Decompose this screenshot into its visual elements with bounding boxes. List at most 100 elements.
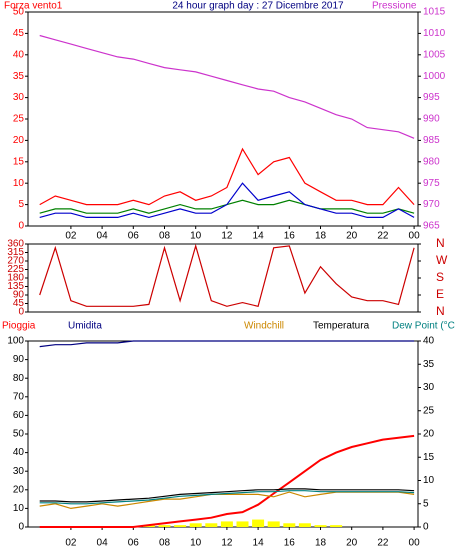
y-tick-label: 0 [18, 307, 24, 318]
bar [314, 525, 327, 527]
y-tick-label: 10 [13, 503, 25, 514]
y-tick-label: 45 [13, 298, 25, 309]
y-tick-label: 45 [13, 28, 25, 39]
y2-tick-label: 975 [423, 178, 440, 189]
y2-tick-label: 35 [423, 359, 435, 370]
x-tick-label: 08 [159, 538, 171, 549]
legend-label: Pioggia [2, 321, 36, 332]
y-tick-label: 90 [13, 290, 25, 301]
y2-tick-label: 1010 [423, 28, 446, 39]
series-line [39, 147, 415, 206]
y-tick-label: 20 [13, 135, 25, 146]
y-tick-label: 315 [7, 247, 24, 258]
x-tick-label: 12 [221, 538, 233, 549]
legend-label: Umidita [68, 321, 102, 332]
y-tick-label: 70 [13, 391, 25, 402]
x-tick-label: 10 [190, 231, 202, 242]
bar [158, 525, 171, 527]
legend-label: Windchill [244, 321, 284, 332]
legend-label: Temperatura [313, 321, 370, 332]
bar [220, 521, 233, 527]
x-tick-label: 04 [97, 231, 109, 242]
y2-tick-label: 40 [423, 336, 435, 347]
y2-tick-label: 20 [423, 429, 435, 440]
y-tick-label: 225 [7, 264, 24, 275]
y2-tick-label: W [436, 253, 448, 267]
x-tick-label: 22 [377, 231, 389, 242]
series-line [39, 491, 415, 510]
x-tick-label: 00 [409, 538, 421, 549]
y2-tick-label: 1015 [423, 7, 446, 18]
bar [252, 519, 265, 527]
bar [330, 525, 343, 527]
y2-tick-label: S [436, 270, 444, 284]
y-axis-title: Forza vento1 [4, 1, 63, 12]
y2-tick-label: 10 [423, 475, 435, 486]
y2-tick-label: 980 [423, 156, 440, 167]
bar [236, 521, 249, 527]
x-tick-label: 14 [253, 231, 265, 242]
x-tick-label: 20 [346, 231, 358, 242]
x-tick-label: 22 [377, 538, 389, 549]
y-tick-label: 60 [13, 410, 25, 421]
y-tick-label: 15 [13, 156, 25, 167]
y-tick-label: 40 [13, 49, 25, 60]
x-tick-label: 06 [128, 231, 140, 242]
y-tick-label: 30 [13, 92, 25, 103]
x-tick-label: 02 [65, 231, 77, 242]
bar [283, 523, 296, 527]
chart-title: 24 hour graph day : 27 Dicembre 2017 [172, 1, 344, 12]
y2-tick-label: 970 [423, 199, 440, 210]
bar [267, 521, 280, 527]
legend-label: Dew Point (°C [392, 321, 455, 332]
series-line [39, 434, 415, 528]
bar [174, 525, 187, 527]
y2-axis-title: Pressione [372, 1, 417, 12]
y-tick-label: 25 [13, 114, 25, 125]
x-tick-label: 06 [128, 538, 140, 549]
y-tick-label: 135 [7, 281, 24, 292]
y-tick-label: 90 [13, 354, 25, 365]
y-tick-label: 5 [18, 199, 24, 210]
series-line [39, 243, 415, 308]
x-tick-label: 08 [159, 231, 171, 242]
bar [298, 523, 311, 527]
y-tick-label: 20 [13, 484, 25, 495]
plot-frame [27, 340, 419, 528]
plot-frame [27, 11, 419, 227]
x-tick-label: 04 [97, 538, 109, 549]
y-tick-label: 35 [13, 71, 25, 82]
y2-tick-label: N [436, 236, 445, 250]
y2-tick-label: 995 [423, 92, 440, 103]
y-tick-label: 10 [13, 178, 25, 189]
x-tick-label: 16 [284, 538, 296, 549]
x-tick-label: 18 [315, 538, 327, 549]
y-tick-label: 0 [18, 522, 24, 533]
x-tick-label: 12 [221, 231, 233, 242]
y2-tick-label: E [436, 287, 444, 301]
x-tick-label: 10 [190, 538, 202, 549]
y2-tick-label: 0 [423, 522, 429, 533]
x-tick-label: 16 [284, 231, 296, 242]
bar [189, 523, 202, 527]
x-tick-label: 02 [65, 538, 77, 549]
plot-frame [27, 243, 419, 313]
y2-tick-label: 985 [423, 135, 440, 146]
y-tick-label: 100 [7, 336, 24, 347]
series-line [39, 340, 415, 348]
series-line [39, 490, 415, 505]
series-line [39, 182, 415, 219]
x-tick-label: 20 [346, 538, 358, 549]
series-line [39, 488, 415, 503]
y2-tick-label: 1000 [423, 71, 446, 82]
y2-tick-label: 15 [423, 452, 435, 463]
y-tick-label: 50 [13, 7, 25, 18]
y-tick-label: 50 [13, 429, 25, 440]
y-tick-label: 30 [13, 466, 25, 477]
y2-tick-label: 990 [423, 114, 440, 125]
y2-tick-label: 25 [423, 405, 435, 416]
y2-tick-label: 965 [423, 221, 440, 232]
y-tick-label: 0 [18, 221, 24, 232]
y-tick-label: 360 [7, 239, 24, 250]
